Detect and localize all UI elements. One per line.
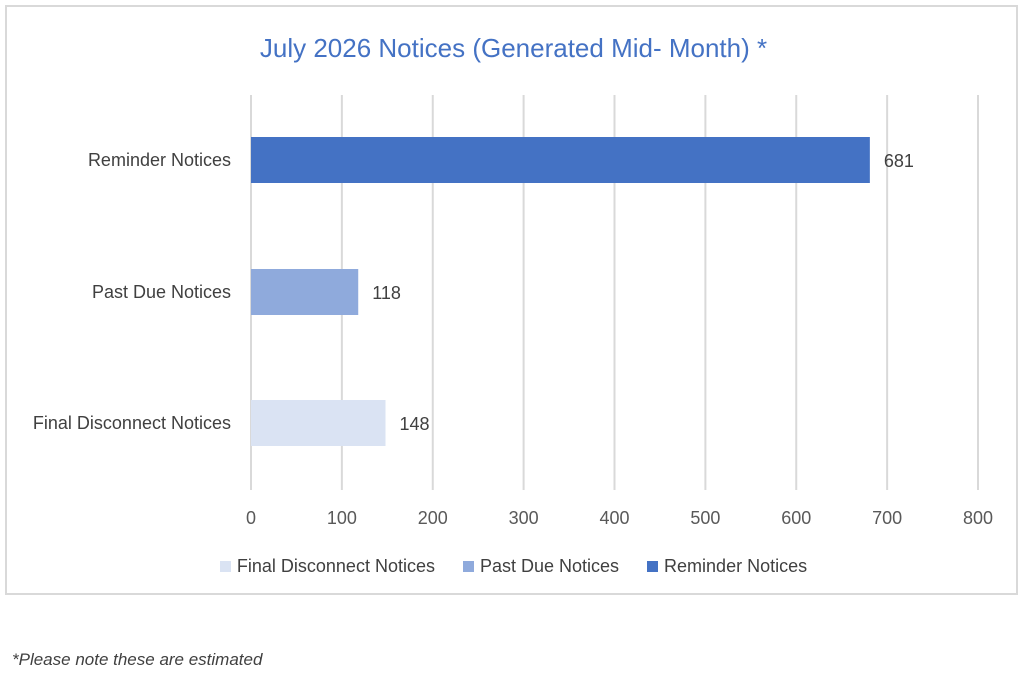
x-tick-label-700: 700 [872, 508, 902, 528]
legend-swatch-reminder [647, 561, 659, 572]
category-label-final-disconnect-notices: Final Disconnect Notices [33, 413, 231, 433]
bar-past-due-notices [251, 269, 359, 315]
data-label-reminder-notices: 681 [884, 151, 914, 171]
legend-label-reminder: Reminder Notices [664, 556, 808, 576]
legend-item-final-disconnect: Final Disconnect Notices [219, 556, 435, 577]
legend-swatch-final-disconnect [219, 561, 231, 572]
x-tick-label-500: 500 [690, 508, 720, 528]
x-tick-label-400: 400 [599, 508, 629, 528]
x-tick-label-300: 300 [509, 508, 539, 528]
x-tick-label-800: 800 [963, 508, 993, 528]
chart-title: July 2026 Notices (Generated Mid- Month)… [259, 33, 768, 63]
legend-item-past-due: Past Due Notices [462, 556, 620, 577]
legend-swatch-past-due [462, 561, 474, 572]
x-tick-label-100: 100 [327, 508, 357, 528]
category-label-reminder-notices: Reminder Notices [88, 150, 231, 170]
legend-item-reminder: Reminder Notices [647, 556, 807, 577]
chart-frame: July 2026 Notices (Generated Mid- Month)… [5, 5, 1018, 595]
category-label-past-due-notices: Past Due Notices [92, 282, 231, 302]
footnote: *Please note these are estimated [12, 650, 263, 669]
x-tick-label-200: 200 [418, 508, 448, 528]
legend-label-final-disconnect: Final Disconnect Notices [236, 556, 435, 576]
bar-final-disconnect-notices [251, 400, 386, 446]
chart-legend: Final Disconnect Notices Past Due Notice… [7, 556, 1020, 577]
x-tick-label-0: 0 [246, 508, 256, 528]
x-tick-label-600: 600 [781, 508, 811, 528]
data-label-final-disconnect-notices: 148 [399, 414, 429, 434]
chart-plot: 0 100 200 300 400 500 600 700 800 Reminder Notice… [33, 95, 993, 528]
legend-label-past-due: Past Due Notices [479, 556, 620, 576]
data-label-past-due-notices: 118 [372, 283, 401, 303]
bar-reminder-notices [251, 137, 870, 183]
